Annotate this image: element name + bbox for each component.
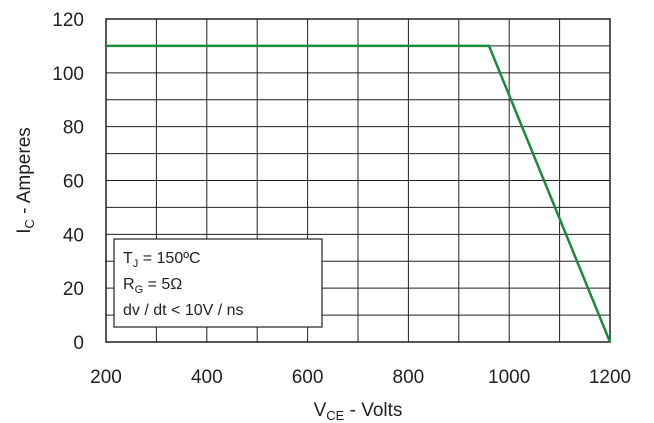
series-line xyxy=(106,44,612,343)
x-axis-title: VCE - Volts xyxy=(314,400,403,423)
y-tick-label: 40 xyxy=(63,225,84,246)
conditions-annotation: TJ = 150ºC RG = 5Ω dv / dt < 10V / ns xyxy=(113,238,323,328)
x-axis-title-sub: CE xyxy=(326,408,344,423)
x-axis-title-rest: - Volts xyxy=(344,400,402,421)
series-layer xyxy=(106,44,612,343)
x-tick-labels: 200 400 600 800 1000 1200 xyxy=(90,367,631,388)
y-tick-label: 80 xyxy=(63,118,84,139)
y-axis-title: IC - Amperes xyxy=(14,127,37,234)
y-tick-label: 60 xyxy=(63,172,84,193)
y-axis-title-main: I xyxy=(14,228,35,233)
y-tick-label: 120 xyxy=(52,10,84,31)
y-tick-label: 20 xyxy=(63,279,84,300)
x-tick-label: 800 xyxy=(393,367,425,388)
y-tick-label: 0 xyxy=(73,333,84,354)
x-tick-label: 1000 xyxy=(488,367,530,388)
x-tick-label: 600 xyxy=(292,367,324,388)
y-tick-labels: 0 20 40 60 80 100 120 xyxy=(52,10,84,354)
x-tick-label: 1200 xyxy=(589,367,631,388)
annotation-line: RG = 5Ω xyxy=(123,276,182,296)
y-axis-title-rest: - Amperes xyxy=(14,127,35,219)
y-axis-title-sub: C xyxy=(22,219,37,228)
annotation-line: TJ = 150ºC xyxy=(123,250,201,270)
plot-frame xyxy=(105,18,611,343)
x-tick-label: 400 xyxy=(191,367,223,388)
annotation-line: dv / dt < 10V / ns xyxy=(123,302,244,319)
annotation-box xyxy=(113,238,323,328)
x-tick-label: 200 xyxy=(90,367,122,388)
x-axis-title-main: V xyxy=(314,400,327,421)
y-tick-label: 100 xyxy=(52,64,84,85)
